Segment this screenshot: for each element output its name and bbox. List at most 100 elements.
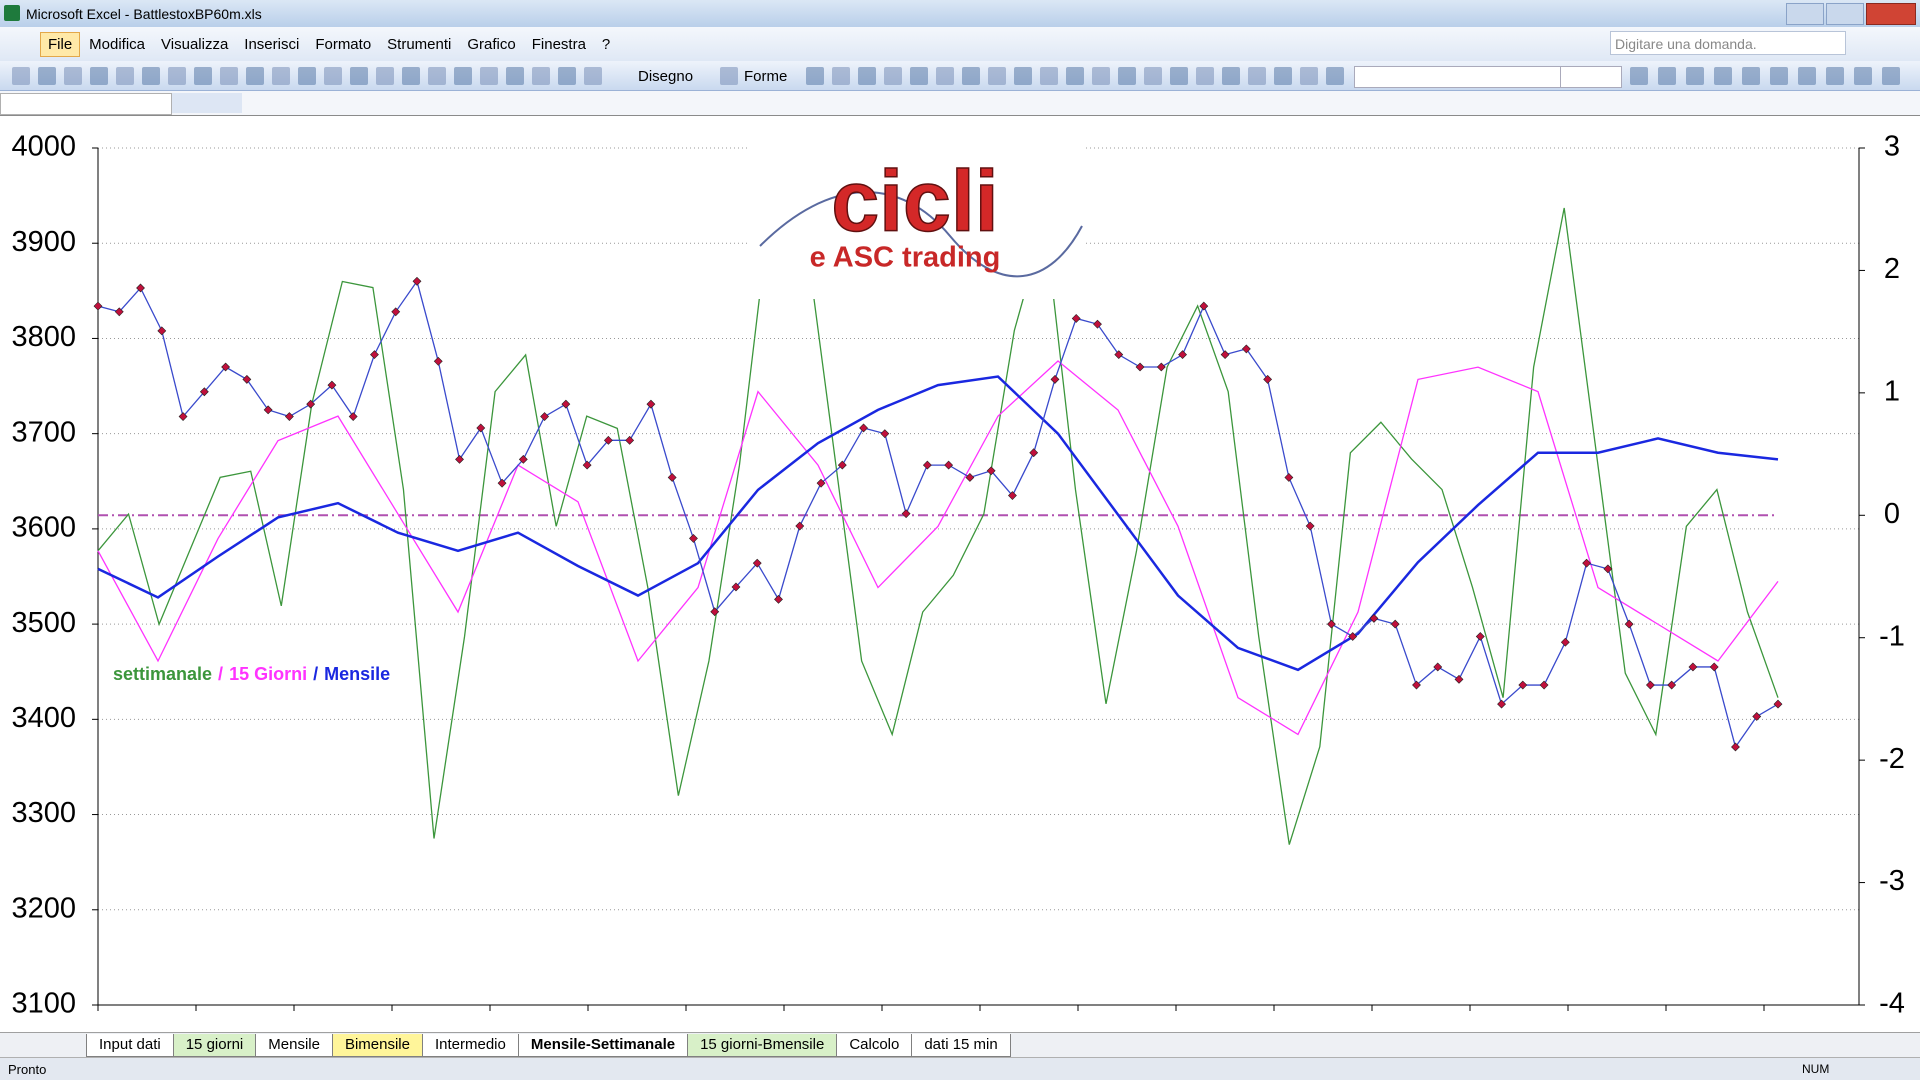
toolbar-button[interactable] bbox=[1196, 67, 1214, 85]
toolbar-button[interactable] bbox=[38, 67, 56, 85]
toolbar-button[interactable] bbox=[1144, 67, 1162, 85]
toolbar-button[interactable] bbox=[1770, 67, 1788, 85]
toolbar-button[interactable] bbox=[1274, 67, 1292, 85]
sheet-tab[interactable]: Input dati bbox=[86, 1034, 174, 1057]
toolbar-button[interactable] bbox=[480, 67, 498, 85]
toolbar-button[interactable] bbox=[402, 67, 420, 85]
data-marker bbox=[1582, 558, 1592, 568]
toolbar-button[interactable] bbox=[116, 67, 134, 85]
toolbar-button[interactable] bbox=[936, 67, 954, 85]
toolbar-button[interactable] bbox=[194, 67, 212, 85]
num-lock: NUM bbox=[1802, 1062, 1830, 1076]
toolbar-button[interactable] bbox=[1798, 67, 1816, 85]
y2-tick-label: -4 bbox=[1879, 988, 1905, 1020]
toolbar-button[interactable] bbox=[1658, 67, 1676, 85]
toolbar-button[interactable] bbox=[832, 67, 850, 85]
toolbar-button[interactable] bbox=[1014, 67, 1032, 85]
toolbar-button[interactable] bbox=[988, 67, 1006, 85]
toolbar-button[interactable] bbox=[806, 67, 824, 85]
toolbar-button[interactable] bbox=[858, 67, 876, 85]
y-tick-label: 3800 bbox=[11, 321, 76, 353]
toolbar-button[interactable] bbox=[142, 67, 160, 85]
toolbar-button[interactable] bbox=[376, 67, 394, 85]
data-marker bbox=[944, 460, 954, 470]
fx-button[interactable] bbox=[172, 93, 242, 113]
name-box[interactable] bbox=[0, 93, 172, 115]
toolbar-button[interactable] bbox=[12, 67, 30, 85]
menu-item[interactable]: Formato bbox=[315, 35, 372, 53]
toolbar-button[interactable] bbox=[1248, 67, 1266, 85]
toolbar-button[interactable] bbox=[1066, 67, 1084, 85]
toolbar-button[interactable] bbox=[1300, 67, 1318, 85]
toolbar-button[interactable] bbox=[1630, 67, 1648, 85]
toolbar-button[interactable] bbox=[272, 67, 290, 85]
toolbar-button[interactable] bbox=[428, 67, 446, 85]
toolbar-button[interactable] bbox=[246, 67, 264, 85]
toolbar-button[interactable] bbox=[90, 67, 108, 85]
sheet-tab[interactable]: 15 giorni-Bmensile bbox=[687, 1034, 838, 1057]
toolbar-button[interactable] bbox=[220, 67, 238, 85]
toolbar-button[interactable] bbox=[1118, 67, 1136, 85]
toolbar-button[interactable] bbox=[910, 67, 928, 85]
toolbar-button[interactable] bbox=[324, 67, 342, 85]
toolbar-button[interactable] bbox=[168, 67, 186, 85]
restore-button[interactable] bbox=[1826, 3, 1864, 25]
toolbar-button[interactable] bbox=[506, 67, 524, 85]
toolbar-button[interactable] bbox=[962, 67, 980, 85]
sheet-tab[interactable]: Calcolo bbox=[836, 1034, 913, 1057]
toolbar-button[interactable] bbox=[64, 67, 82, 85]
data-marker bbox=[1390, 619, 1400, 629]
data-marker bbox=[221, 362, 231, 372]
toolbar-button[interactable] bbox=[1222, 67, 1240, 85]
toolbar-button[interactable] bbox=[1326, 67, 1344, 85]
sheet-tab[interactable]: 15 giorni bbox=[172, 1034, 257, 1057]
toolbar-button[interactable] bbox=[884, 67, 902, 85]
sheet-tab[interactable]: Bimensile bbox=[331, 1034, 423, 1057]
size-box[interactable] bbox=[1560, 66, 1622, 88]
menu-item[interactable]: Inserisci bbox=[244, 35, 300, 53]
status-bar: Pronto NUM bbox=[0, 1057, 1920, 1080]
toolbar-button[interactable] bbox=[298, 67, 316, 85]
toolbar-button[interactable] bbox=[558, 67, 576, 85]
toolbar-button[interactable] bbox=[1170, 67, 1188, 85]
toolbar-button[interactable] bbox=[584, 67, 602, 85]
data-marker bbox=[1263, 374, 1273, 384]
font-box[interactable] bbox=[1354, 66, 1574, 88]
draw-menu[interactable]: Disegno bbox=[638, 68, 694, 85]
sheet-tab[interactable]: Intermedio bbox=[421, 1034, 519, 1057]
menu-item[interactable]: Strumenti bbox=[387, 35, 452, 53]
close-button[interactable] bbox=[1866, 3, 1916, 25]
toolbar-button[interactable] bbox=[1686, 67, 1704, 85]
data-marker bbox=[1348, 632, 1358, 641]
menu-item[interactable]: File bbox=[40, 31, 81, 57]
legend-entry: settimanale bbox=[113, 664, 212, 684]
y2-tick-label: 0 bbox=[1884, 498, 1900, 530]
sheet-tab[interactable]: Mensile-Settimanale bbox=[517, 1034, 689, 1057]
toolbar-button[interactable] bbox=[1742, 67, 1760, 85]
toolbar-button[interactable] bbox=[1040, 67, 1058, 85]
toolbar-button[interactable] bbox=[1826, 67, 1844, 85]
toolbar-button[interactable] bbox=[1092, 67, 1110, 85]
menu-item[interactable]: Visualizza bbox=[161, 35, 229, 53]
sheet-tab[interactable]: dati 15 min bbox=[911, 1034, 1011, 1057]
data-marker bbox=[1071, 314, 1081, 323]
data-marker bbox=[455, 454, 464, 464]
menu-bar: File Modifica Visualizza Inserisci Formato St… bbox=[0, 27, 1920, 61]
menu-item[interactable]: ? bbox=[601, 35, 611, 53]
toolbar-button[interactable] bbox=[1714, 67, 1732, 85]
menu-item[interactable]: Modifica bbox=[89, 35, 146, 53]
toolbar-button[interactable] bbox=[720, 67, 738, 85]
help-box[interactable]: Digitare una domanda. bbox=[1610, 31, 1846, 55]
shapes-menu[interactable]: Forme bbox=[744, 68, 788, 85]
toolbar-button[interactable] bbox=[532, 67, 550, 85]
toolbar-button[interactable] bbox=[1854, 67, 1872, 85]
sheet-tab[interactable]: Mensile bbox=[255, 1034, 333, 1057]
app-icon bbox=[4, 5, 20, 21]
toolbar-button[interactable] bbox=[454, 67, 472, 85]
menu-item[interactable]: Finestra bbox=[531, 35, 586, 53]
data-marker bbox=[582, 460, 592, 470]
toolbar-button[interactable] bbox=[1882, 67, 1900, 85]
minimize-button[interactable] bbox=[1786, 3, 1824, 25]
toolbar-button[interactable] bbox=[350, 67, 368, 85]
menu-item[interactable]: Grafico bbox=[467, 35, 516, 53]
